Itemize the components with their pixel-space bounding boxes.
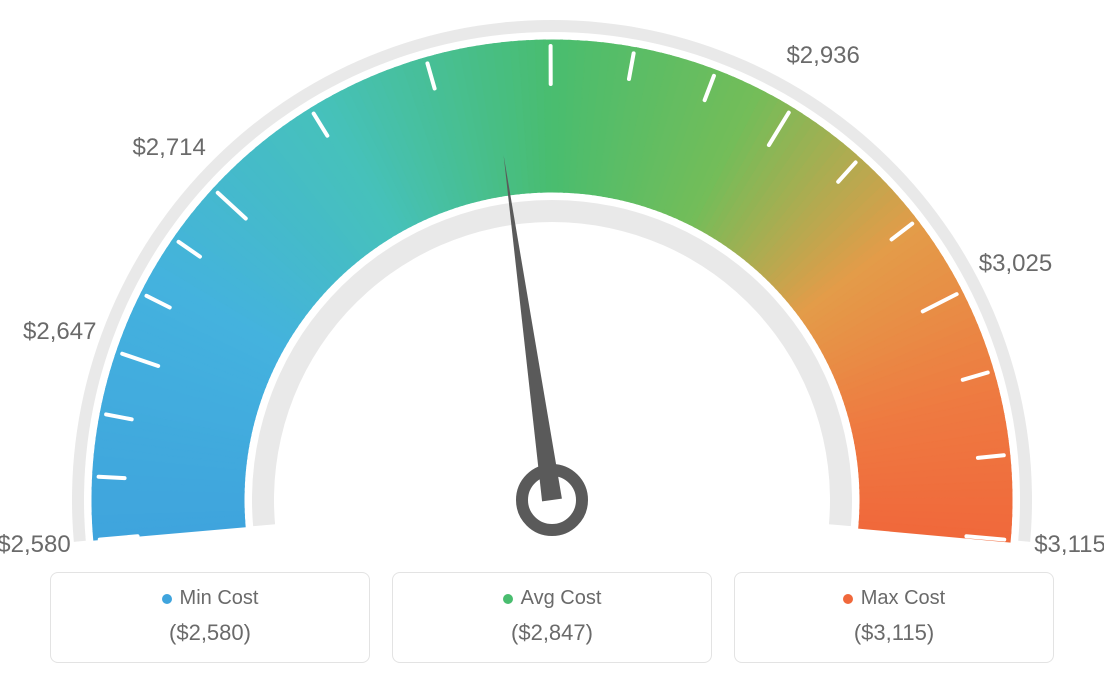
legend-card-min: Min Cost ($2,580) [50,572,370,663]
legend-dot-avg [503,594,513,604]
gauge-chart: $2,580$2,647$2,714$2,847$2,936$3,025$3,1… [0,0,1104,560]
legend-title-max-text: Max Cost [861,587,945,610]
legend-card-max: Max Cost ($3,115) [734,572,1054,663]
legend-title-avg: Avg Cost [503,587,602,610]
legend-value-min: ($2,580) [61,620,359,646]
legend-title-min-text: Min Cost [180,587,259,610]
legend-title-avg-text: Avg Cost [521,587,602,610]
legend-value-max: ($3,115) [745,620,1043,646]
gauge-svg [0,0,1104,560]
legend-dot-min [162,594,172,604]
legend-row: Min Cost ($2,580) Avg Cost ($2,847) Max … [0,572,1104,663]
legend-value-avg: ($2,847) [403,620,701,646]
legend-title-max: Max Cost [843,587,945,610]
legend-dot-max [843,594,853,604]
legend-title-min: Min Cost [162,587,259,610]
legend-card-avg: Avg Cost ($2,847) [392,572,712,663]
